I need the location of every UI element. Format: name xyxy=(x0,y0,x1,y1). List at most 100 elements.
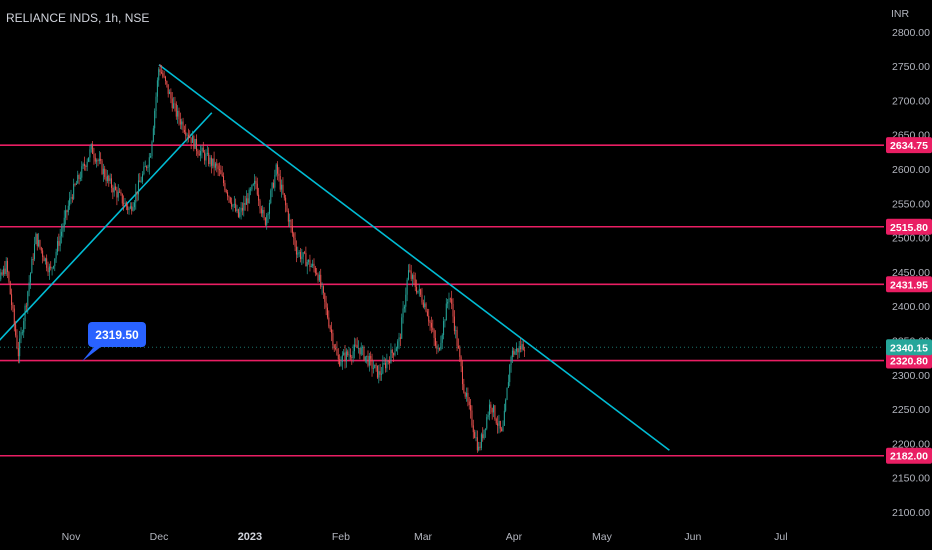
candle-body xyxy=(158,69,160,81)
candle-body xyxy=(518,346,520,353)
candle-body xyxy=(451,298,453,305)
candle-body xyxy=(395,348,397,352)
candle-body xyxy=(70,197,72,199)
x-tick-label: 2023 xyxy=(238,531,262,543)
candle-body xyxy=(187,134,189,138)
level-price-badge xyxy=(886,447,932,464)
candle-body xyxy=(181,121,183,125)
candle-body xyxy=(285,197,287,206)
candle-body xyxy=(119,191,121,193)
x-axis: Nov Dec 2023 Feb Mar Apr May Jun Jul xyxy=(62,531,788,543)
candle-body xyxy=(47,267,49,273)
callout-box xyxy=(88,322,146,347)
y-tick-label: 2250.00 xyxy=(892,404,930,416)
candle-body xyxy=(27,291,29,306)
candle-body xyxy=(501,428,503,431)
y-tick-label: 2450.00 xyxy=(892,267,930,279)
candle-body xyxy=(62,227,64,232)
candle-body xyxy=(286,205,288,211)
candle-body xyxy=(420,289,422,295)
candle-body xyxy=(463,384,465,393)
candle-body xyxy=(397,341,399,349)
candle-body xyxy=(456,330,458,346)
candle-body xyxy=(240,207,242,213)
candle-body xyxy=(198,153,200,156)
candle-body xyxy=(301,256,303,259)
candle-body xyxy=(235,203,237,212)
candle-body xyxy=(382,363,384,374)
candle-body xyxy=(0,272,2,280)
candle-body xyxy=(177,110,179,117)
candle-body xyxy=(417,290,419,293)
candle-body xyxy=(414,279,416,287)
candle-body xyxy=(196,139,198,151)
candle-body xyxy=(310,265,312,268)
candle-body xyxy=(275,164,277,176)
candle-body xyxy=(52,266,54,268)
candle-body xyxy=(475,437,477,439)
candle-body xyxy=(175,103,177,117)
candle-body xyxy=(63,217,65,228)
candle-body xyxy=(21,332,23,334)
candle-body xyxy=(385,363,387,369)
candle-body xyxy=(110,178,112,188)
candle-body xyxy=(213,158,215,168)
candle-body xyxy=(146,166,148,169)
candle-body xyxy=(137,180,139,195)
candle-body xyxy=(25,305,27,307)
candle-body xyxy=(433,330,435,338)
candle-body xyxy=(322,286,324,293)
candle-body xyxy=(56,241,58,252)
candle-body xyxy=(290,219,292,226)
candle-body xyxy=(308,259,310,263)
candle-body xyxy=(428,315,430,322)
candle-body xyxy=(340,362,342,366)
candle-body xyxy=(360,347,362,355)
candle-body xyxy=(227,192,229,197)
candle-body xyxy=(12,305,14,309)
x-tick-label: Jul xyxy=(774,531,787,543)
candle-body xyxy=(391,349,393,354)
candle-body xyxy=(509,365,511,383)
candle-body xyxy=(413,275,415,280)
candle-body xyxy=(96,160,98,162)
y-tick-label: 2800.00 xyxy=(892,27,930,39)
candle-body xyxy=(143,166,145,175)
candle-body xyxy=(237,209,239,217)
candle-body xyxy=(278,173,280,176)
candle-body xyxy=(356,345,358,349)
candle-body xyxy=(418,289,420,291)
candle-body xyxy=(263,209,265,218)
candle-body xyxy=(363,347,365,360)
candle-body xyxy=(42,250,44,257)
candle-body xyxy=(200,151,202,156)
candle-body xyxy=(233,203,235,205)
candle-body xyxy=(503,410,505,426)
candle-body xyxy=(281,184,283,190)
candle-body xyxy=(247,198,249,204)
candle-body xyxy=(167,84,169,94)
chart-title: RELIANCE INDS, 1h, NSE xyxy=(6,11,150,25)
candle-body xyxy=(439,348,441,350)
candle-body xyxy=(522,344,524,351)
candle-body xyxy=(335,348,337,349)
candle-body xyxy=(366,355,368,357)
candle-body xyxy=(82,163,84,167)
candle-body xyxy=(208,152,210,165)
x-tick-label: Apr xyxy=(506,531,523,543)
candle-body xyxy=(117,191,119,198)
candle-body xyxy=(150,155,152,158)
candle-body xyxy=(71,197,73,199)
candle-body xyxy=(399,337,401,339)
candle-body xyxy=(491,408,493,413)
y-axis: 2800.002750.002700.002650.002600.002550.… xyxy=(886,27,932,519)
candle-body xyxy=(147,166,149,169)
candle-body xyxy=(151,141,153,156)
candle-body xyxy=(121,193,123,204)
candle-body xyxy=(482,434,484,439)
candle-body xyxy=(170,92,172,99)
candle-body xyxy=(483,429,485,439)
candle-body xyxy=(349,354,351,358)
candle-body xyxy=(416,286,418,293)
